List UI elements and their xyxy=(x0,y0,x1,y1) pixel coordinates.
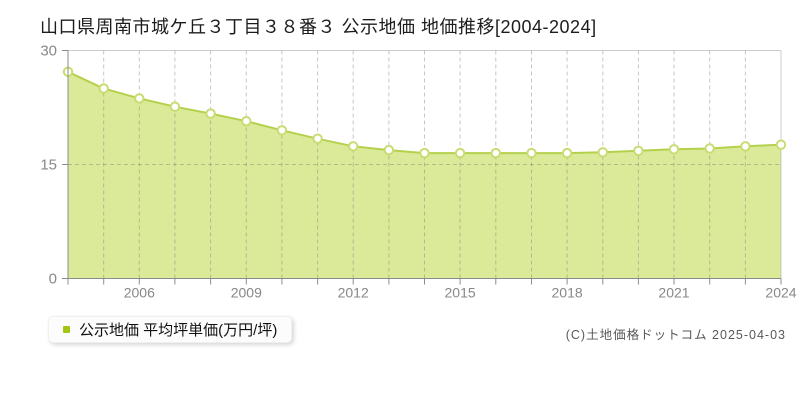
data-point-2018 xyxy=(561,147,573,159)
data-point-2011 xyxy=(312,133,323,144)
data-point-markers xyxy=(62,66,787,159)
copyright-text: (C)土地価格ドットコム 2025-04-03 xyxy=(565,328,786,342)
y-tick-label: 30 xyxy=(40,43,57,60)
data-point-2017 xyxy=(526,147,537,159)
data-point-2014 xyxy=(419,147,430,159)
axes xyxy=(62,50,782,285)
data-point-2019 xyxy=(597,147,608,158)
plot-border xyxy=(68,50,782,279)
x-tick-label: 2009 xyxy=(231,285,262,301)
x-tick-label: 2006 xyxy=(124,285,155,301)
grid-lines xyxy=(68,50,781,279)
data-point-2016 xyxy=(490,147,501,159)
legend-marker-swatch xyxy=(63,326,70,333)
legend-label: 公示地価 平均坪単価(万円/坪) xyxy=(79,322,278,339)
data-point-2020 xyxy=(633,145,644,157)
data-point-2013 xyxy=(383,144,395,156)
data-point-2023 xyxy=(740,141,751,152)
data-point-2005 xyxy=(98,83,109,94)
x-tick-label: 2018 xyxy=(552,285,583,301)
data-point-2008 xyxy=(205,108,216,119)
y-tick-label: 0 xyxy=(49,271,57,288)
x-tick-label: 2024 xyxy=(765,285,796,301)
data-point-2009 xyxy=(241,116,252,127)
x-tick-label: 2021 xyxy=(658,285,689,301)
x-tick-label: 2012 xyxy=(338,285,369,301)
data-point-2015 xyxy=(454,147,466,159)
data-point-2007 xyxy=(169,101,181,112)
data-point-2012 xyxy=(348,141,359,152)
tick-labels: 0 15 30 2006 2009 2012 2015 2018 2021 2024 xyxy=(40,43,796,301)
data-point-2024 xyxy=(775,139,787,150)
data-point-2022 xyxy=(704,143,715,154)
legend: 公示地価 平均坪単価(万円/坪) xyxy=(48,316,293,343)
x-tick-label: 2015 xyxy=(445,285,476,301)
chart-title: 山口県周南市城ケ丘３丁目３８番３ 公示地価 地価推移[2004-2024] xyxy=(40,17,597,37)
data-point-2006 xyxy=(134,93,145,104)
y-tick-label: 15 xyxy=(40,157,57,174)
data-point-2010 xyxy=(276,125,288,136)
data-point-2021 xyxy=(668,144,680,155)
